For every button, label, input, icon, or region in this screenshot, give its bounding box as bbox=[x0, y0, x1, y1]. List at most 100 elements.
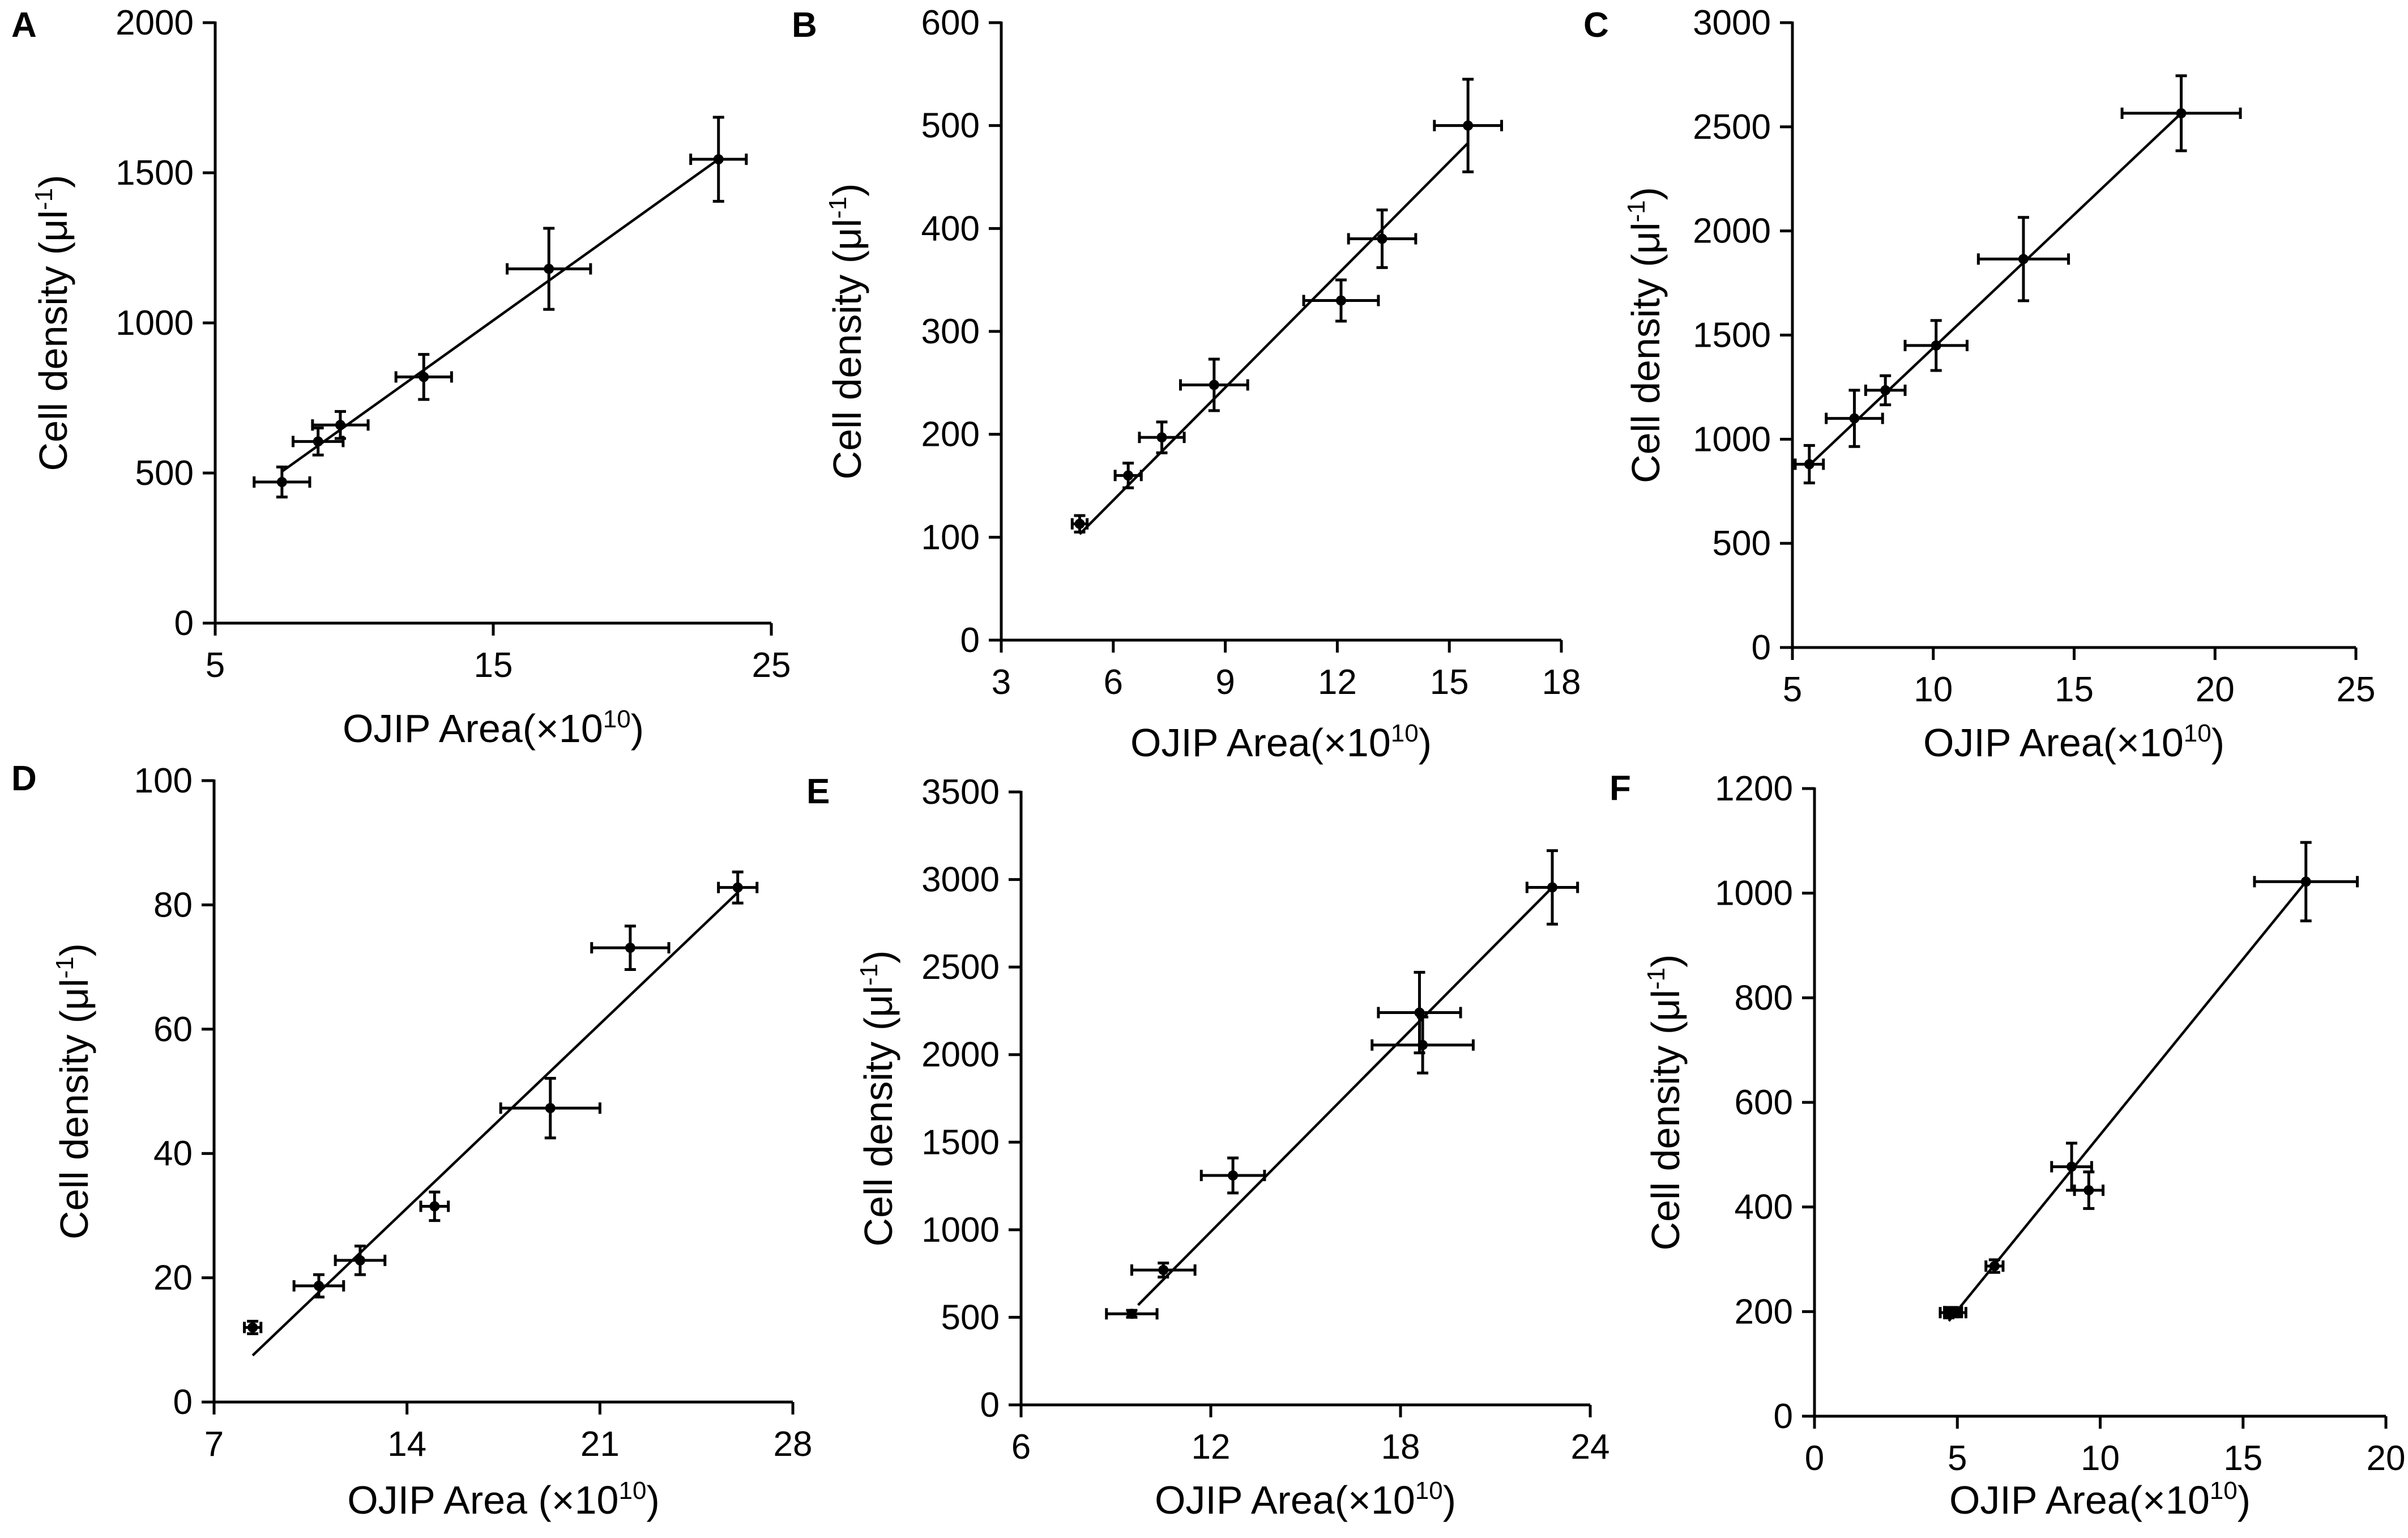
y-tick-label: 1000 bbox=[1693, 420, 1771, 459]
x-tick-label: 18 bbox=[1542, 663, 1581, 702]
y-tick-label: 0 bbox=[1774, 1397, 1793, 1436]
data-marker bbox=[1952, 1307, 1963, 1318]
data-marker bbox=[713, 154, 724, 165]
x-tick-label: 15 bbox=[2055, 670, 2094, 709]
y-axis-label: Cell density (μl-1) bbox=[30, 175, 75, 471]
data-point bbox=[1794, 444, 1825, 485]
y-tick-label: 1000 bbox=[921, 1211, 1000, 1250]
y-tick-label: 0 bbox=[980, 1386, 1000, 1425]
data-marker bbox=[2083, 1185, 2094, 1196]
y-tick-label: 800 bbox=[1735, 978, 1793, 1017]
data-point bbox=[1433, 78, 1504, 173]
data-marker bbox=[2018, 254, 2029, 265]
data-point bbox=[311, 410, 370, 440]
data-point bbox=[2050, 1141, 2093, 1192]
y-tick-label: 1500 bbox=[921, 1123, 1000, 1162]
panel-label: F bbox=[1609, 769, 1631, 808]
data-marker bbox=[1377, 233, 1387, 244]
y-tick-label: 1200 bbox=[1715, 769, 1793, 808]
data-marker bbox=[1804, 459, 1814, 470]
x-tick-label: 25 bbox=[752, 646, 791, 685]
x-tick-label: 0 bbox=[1805, 1439, 1824, 1478]
data-marker bbox=[313, 436, 323, 447]
x-tick-label: 14 bbox=[387, 1425, 426, 1464]
data-marker bbox=[1158, 1264, 1169, 1275]
data-marker bbox=[545, 1103, 556, 1114]
x-tick-label: 10 bbox=[2081, 1439, 2120, 1478]
y-tick-label: 200 bbox=[1735, 1292, 1793, 1331]
y-axis-label: Cell density (μl-1) bbox=[824, 184, 869, 480]
y-tick-label: 20 bbox=[153, 1259, 193, 1298]
data-point bbox=[717, 870, 759, 905]
data-marker bbox=[2176, 108, 2187, 118]
fit-line bbox=[251, 891, 739, 1357]
panel-d: D 0 20 40 60 80 100 7 14 21 28 OJIP Area (×1010) Cel… bbox=[11, 759, 812, 1522]
y-tick-label: 500 bbox=[941, 1298, 1000, 1337]
y-tick-label: 3000 bbox=[1693, 3, 1771, 42]
data-point bbox=[291, 427, 345, 457]
data-point bbox=[689, 116, 748, 203]
y-tick-label: 2000 bbox=[116, 3, 194, 42]
data-point bbox=[1105, 1308, 1159, 1320]
fit-line bbox=[1137, 886, 1553, 1306]
data-point bbox=[506, 227, 592, 311]
y-axis-label: Cell density (μl-1) bbox=[51, 943, 96, 1239]
panel-label: D bbox=[11, 759, 37, 798]
panel-label: E bbox=[806, 772, 830, 811]
y-tick-label: 1000 bbox=[1715, 874, 1793, 913]
y-tick-label: 2000 bbox=[1693, 212, 1771, 251]
x-tick-label: 6 bbox=[1011, 1428, 1031, 1467]
data-point bbox=[1864, 374, 1907, 407]
panel-f: F 0 200 400 600 800 1000 1200 0 5 10 15 20 OJIP Area(… bbox=[1609, 769, 2405, 1522]
data-marker bbox=[355, 1255, 365, 1266]
data-point bbox=[394, 353, 453, 401]
data-marker bbox=[419, 372, 429, 382]
data-point bbox=[1377, 970, 1462, 1055]
y-tick-label: 60 bbox=[153, 1010, 193, 1049]
y-tick-label: 1500 bbox=[116, 154, 194, 193]
fit-line bbox=[1948, 880, 2307, 1322]
data-marker bbox=[1123, 470, 1134, 481]
data-marker bbox=[2300, 876, 2311, 887]
x-tick-label: 15 bbox=[474, 646, 513, 685]
data-marker bbox=[1849, 413, 1860, 424]
y-tick-label: 600 bbox=[1735, 1083, 1793, 1122]
data-marker bbox=[313, 1280, 324, 1291]
data-marker bbox=[1414, 1007, 1425, 1018]
data-marker bbox=[276, 476, 287, 487]
x-axis-label: OJIP Area(×1010) bbox=[343, 705, 644, 751]
y-tick-label: 0 bbox=[1752, 628, 1771, 667]
data-marker bbox=[1547, 882, 1557, 893]
x-tick-label: 7 bbox=[204, 1425, 224, 1464]
data-point bbox=[1070, 514, 1089, 534]
data-marker bbox=[1463, 120, 1474, 131]
data-point bbox=[1179, 357, 1249, 412]
data-point bbox=[334, 1245, 387, 1276]
data-marker bbox=[1989, 1261, 2000, 1272]
panel-c: C 0 500 1000 1500 2000 2500 3000 5 10 15 20 25 OJIP A… bbox=[1583, 3, 2375, 765]
data-point bbox=[1138, 420, 1186, 454]
data-marker bbox=[2067, 1161, 2077, 1172]
y-axis-label: Cell density (μl-1) bbox=[1623, 187, 1668, 483]
data-marker bbox=[544, 263, 554, 274]
x-tick-label: 6 bbox=[1104, 663, 1123, 702]
data-point bbox=[253, 465, 311, 499]
y-tick-label: 600 bbox=[921, 3, 980, 42]
x-tick-label: 5 bbox=[1783, 670, 1802, 709]
data-point bbox=[419, 1190, 450, 1222]
x-axis-label: OJIP Area(×1010) bbox=[1130, 719, 1432, 765]
y-tick-label: 3500 bbox=[921, 773, 1000, 812]
data-marker bbox=[625, 943, 635, 953]
y-tick-label: 100 bbox=[134, 761, 193, 800]
data-marker bbox=[1931, 340, 1941, 351]
y-tick-label: 40 bbox=[153, 1134, 193, 1173]
data-marker bbox=[247, 1322, 258, 1333]
data-point bbox=[1199, 1156, 1266, 1195]
data-point bbox=[1113, 462, 1143, 489]
data-marker bbox=[1228, 1170, 1239, 1181]
y-tick-label: 3000 bbox=[921, 860, 1000, 900]
y-tick-label: 80 bbox=[153, 885, 193, 924]
x-tick-label: 10 bbox=[1914, 670, 1953, 709]
x-tick-label: 12 bbox=[1318, 663, 1357, 702]
data-point bbox=[1302, 278, 1380, 323]
